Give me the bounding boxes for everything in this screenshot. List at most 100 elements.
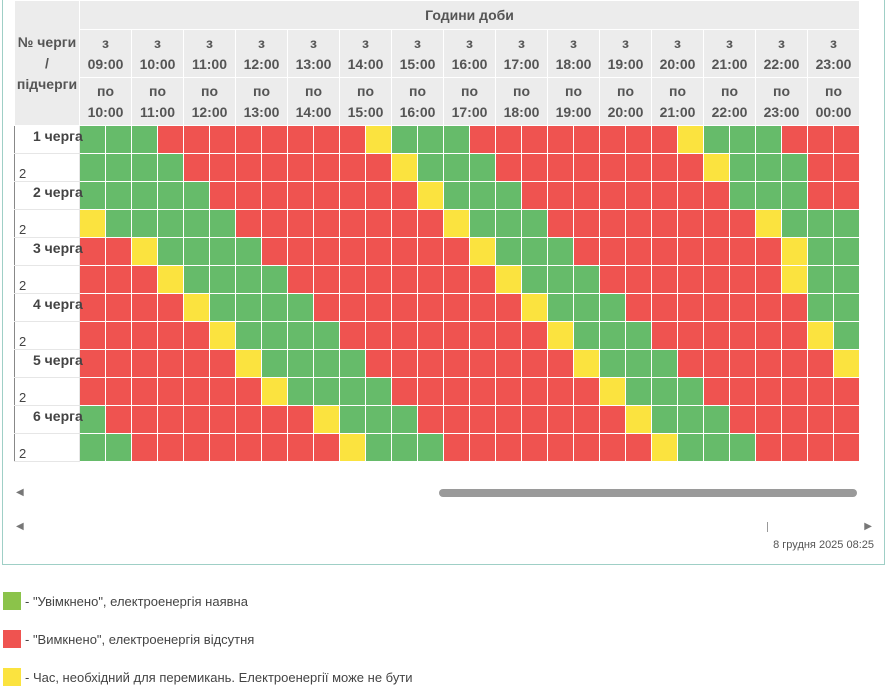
scroll-left-icon[interactable]: ◀ bbox=[16, 521, 24, 532]
cell-on bbox=[677, 433, 704, 462]
table-row: 3 черга bbox=[14, 237, 860, 266]
hours-header-label: Години доби bbox=[425, 6, 514, 23]
cell-off bbox=[391, 237, 418, 266]
cell-off bbox=[131, 265, 158, 294]
cell-off bbox=[469, 405, 496, 434]
cell-off bbox=[157, 405, 184, 434]
cell-on bbox=[651, 349, 678, 378]
cell-off bbox=[625, 153, 652, 182]
from-time-value: 11:00 bbox=[191, 55, 228, 72]
cell-off bbox=[79, 377, 106, 406]
cell-on bbox=[183, 237, 210, 266]
cell-off bbox=[521, 153, 548, 182]
cell-off bbox=[781, 405, 808, 434]
cell-on bbox=[755, 181, 782, 210]
horizontal-scrollbar[interactable]: ◀ bbox=[14, 486, 874, 500]
cell-off bbox=[287, 433, 314, 462]
cell-switch bbox=[313, 405, 340, 434]
cell-off bbox=[313, 237, 340, 266]
cell-off bbox=[105, 405, 132, 434]
cell-off bbox=[703, 293, 730, 322]
cell-switch bbox=[261, 377, 288, 406]
cell-on bbox=[339, 349, 366, 378]
queue-name: 6 черга bbox=[33, 408, 83, 424]
cell-on bbox=[417, 125, 444, 154]
cell-on bbox=[599, 321, 626, 350]
cell-off bbox=[131, 405, 158, 434]
from-prefix: з bbox=[102, 34, 109, 51]
cell-on bbox=[339, 405, 366, 434]
to-prefix: по bbox=[512, 82, 530, 99]
cell-switch bbox=[677, 125, 704, 154]
queue-name: 4 черга bbox=[33, 296, 83, 312]
cell-off bbox=[521, 321, 548, 350]
to-time-header: по 10:00 bbox=[79, 77, 132, 126]
cell-off bbox=[573, 181, 600, 210]
legend-off-swatch bbox=[3, 630, 21, 648]
secondary-scrollbar[interactable]: ◀ ▶ bbox=[14, 520, 874, 534]
cell-off bbox=[287, 405, 314, 434]
scroll-right-icon[interactable]: ▶ bbox=[864, 521, 872, 532]
cell-on bbox=[365, 433, 392, 462]
cell-off bbox=[495, 321, 522, 350]
cell-off bbox=[391, 293, 418, 322]
cell-on bbox=[105, 125, 132, 154]
cell-off bbox=[703, 321, 730, 350]
cell-off bbox=[521, 405, 548, 434]
cell-off bbox=[729, 405, 756, 434]
cell-off bbox=[339, 237, 366, 266]
table-row: 1 черга bbox=[14, 125, 860, 154]
cell-off bbox=[313, 153, 340, 182]
to-time-value: 22:00 bbox=[711, 103, 748, 120]
table-row: 2 bbox=[14, 153, 860, 182]
to-time-value: 15:00 bbox=[347, 103, 384, 120]
to-time-value: 13:00 bbox=[243, 103, 280, 120]
cell-on bbox=[443, 181, 470, 210]
cell-off bbox=[443, 405, 470, 434]
cell-off bbox=[495, 433, 522, 462]
cell-off bbox=[469, 349, 496, 378]
cell-off bbox=[391, 181, 418, 210]
cell-off bbox=[703, 349, 730, 378]
cell-off bbox=[443, 321, 470, 350]
cell-off bbox=[339, 125, 366, 154]
cell-off bbox=[79, 237, 106, 266]
cell-off bbox=[781, 125, 808, 154]
cell-off bbox=[287, 181, 314, 210]
cell-off bbox=[339, 293, 366, 322]
cell-on bbox=[547, 265, 574, 294]
cell-switch bbox=[521, 293, 548, 322]
cell-off bbox=[261, 125, 288, 154]
cell-off bbox=[209, 405, 236, 434]
from-prefix: з bbox=[206, 34, 213, 51]
cell-off bbox=[157, 125, 184, 154]
scroll-left-icon[interactable]: ◀ bbox=[16, 487, 24, 498]
cell-off bbox=[651, 321, 678, 350]
cell-off bbox=[183, 405, 210, 434]
table-row: 2 bbox=[14, 321, 860, 350]
cell-on bbox=[131, 153, 158, 182]
cell-switch bbox=[807, 321, 834, 350]
cell-off bbox=[755, 433, 782, 462]
cell-off bbox=[339, 181, 366, 210]
schedule-viewport[interactable]: № черги / підчерги Години доби з 09:00 з 10… bbox=[14, 0, 877, 480]
cell-on bbox=[651, 377, 678, 406]
cell-off bbox=[781, 293, 808, 322]
cell-switch bbox=[469, 237, 496, 266]
cell-switch bbox=[547, 321, 574, 350]
cell-off bbox=[183, 377, 210, 406]
from-time-header: з 21:00 bbox=[703, 29, 756, 78]
legend-on-swatch bbox=[3, 592, 21, 610]
subqueue-label-cell: 2 bbox=[14, 433, 80, 462]
cell-off bbox=[677, 181, 704, 210]
cell-off bbox=[521, 377, 548, 406]
scrollbar-thumb[interactable] bbox=[439, 489, 857, 497]
cell-off bbox=[391, 209, 418, 238]
cell-off bbox=[235, 377, 262, 406]
from-time-value: 17:00 bbox=[503, 55, 540, 72]
cell-off bbox=[235, 405, 262, 434]
legend-off: - "Вимкнено", електроенергія відсутня bbox=[3, 630, 254, 648]
cell-off bbox=[729, 377, 756, 406]
cell-on bbox=[209, 265, 236, 294]
cell-on bbox=[287, 321, 314, 350]
